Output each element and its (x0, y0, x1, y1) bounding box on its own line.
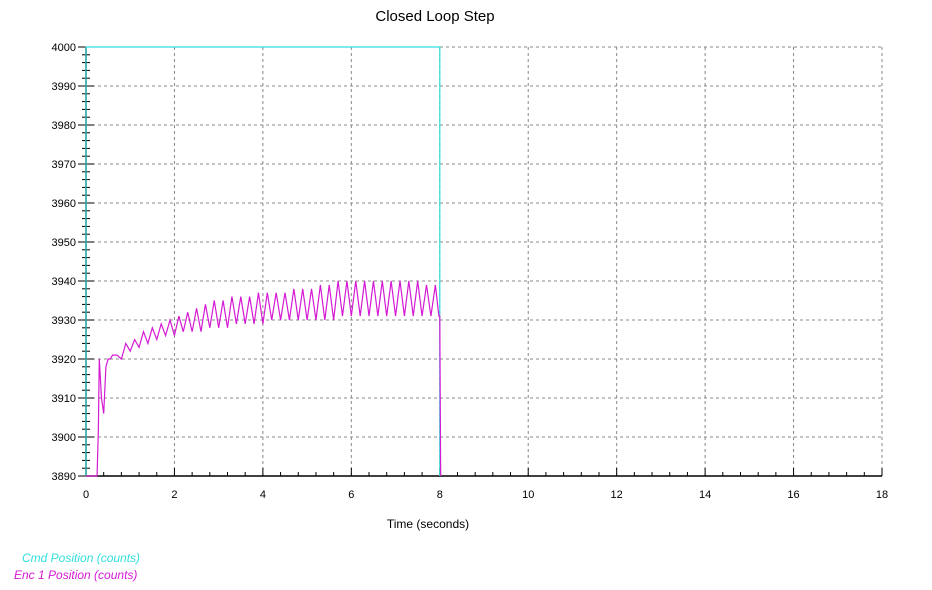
y-tick-label: 3950 (52, 237, 76, 249)
grid (86, 46, 883, 476)
x-tick-label: 6 (348, 489, 354, 501)
axes (85, 47, 882, 477)
y-tick-label: 3890 (52, 471, 76, 483)
x-axis-label: Time (seconds) (387, 517, 469, 531)
x-tick-label: 16 (787, 489, 799, 501)
series-line-enc-position (86, 280, 442, 477)
y-tick-label: 3990 (52, 81, 76, 93)
x-tick-label: 4 (260, 489, 266, 501)
series (85, 46, 442, 477)
legend-item-cmd-position: Cmd Position (counts) (22, 551, 141, 565)
x-tick-label: 18 (876, 489, 888, 501)
x-tick-label: 0 (83, 489, 89, 501)
x-tick-label: 8 (437, 489, 443, 501)
y-tick-label: 3920 (52, 354, 76, 366)
legend-item-enc-position: Enc 1 Position (counts) (14, 568, 138, 582)
y-tick-label: 3960 (52, 198, 76, 210)
y-tick-label: 3940 (52, 276, 76, 288)
y-tick-label: 3900 (52, 432, 76, 444)
y-tick-label: 3910 (52, 393, 76, 405)
series-line-cmd-position (85, 46, 441, 476)
chart-title: Closed Loop Step (375, 8, 494, 25)
y-tick-label: 3930 (52, 315, 76, 327)
y-tick-label: 3970 (52, 159, 76, 171)
x-tick-label: 14 (699, 489, 711, 501)
y-tick-label: 3980 (52, 120, 76, 132)
x-axis-ticks: 0 2 4 6 8 10 12 14 16 18 (83, 468, 888, 501)
x-tick-label: 12 (611, 489, 623, 501)
y-tick-label: 4000 (52, 42, 76, 54)
x-tick-label: 10 (522, 489, 534, 501)
x-tick-label: 2 (171, 489, 177, 501)
y-axis-ticks: 3890 3900 3910 3920 3930 3940 3950 3960 3970 3980… (52, 42, 94, 483)
